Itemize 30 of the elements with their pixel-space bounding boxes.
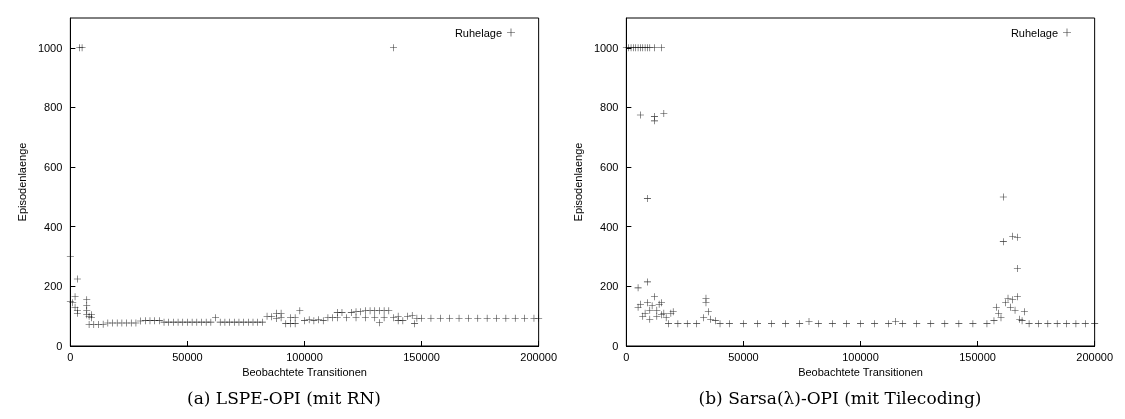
y-tick-label: 1000	[593, 41, 619, 54]
x-tick-label: 50000	[172, 350, 203, 363]
y-tick-label: 0	[56, 340, 63, 352]
y-tick-label: 600	[44, 161, 63, 174]
y-tick-label: 200	[600, 280, 619, 293]
x-tick-label: 200000	[1076, 350, 1114, 363]
y-tick-label: 800	[600, 101, 619, 114]
text: (b) Sarsa(λ)-OPI (mit Tilecoding)	[698, 387, 982, 408]
legend-label: Ruhelage	[454, 26, 502, 39]
x-axis-title: Beobachtete Transitionen	[242, 366, 367, 379]
x-tick-label: 0	[67, 350, 74, 363]
text: (a) LSPE-OPI (mit RN)	[187, 387, 381, 408]
x-tick-label: 50000	[728, 350, 759, 363]
y-tick-label: 600	[600, 161, 619, 174]
y-tick-label: 800	[44, 101, 63, 114]
x-tick-label: 200000	[520, 350, 558, 363]
y-tick-label: 200	[44, 280, 63, 293]
y-axis-title: Episodenlaenge	[15, 142, 28, 222]
x-tick-label: 150000	[403, 350, 440, 363]
x-tick-label: 100000	[842, 350, 879, 363]
x-axis-title: Beobachtete Transitionen	[798, 366, 923, 379]
x-tick-label: 0	[623, 350, 630, 363]
legend-label: Ruhelage	[1010, 26, 1058, 39]
y-tick-label: 0	[612, 340, 619, 352]
y-tick-label: 400	[600, 220, 619, 233]
y-axis-title: Episodenlaenge	[571, 142, 584, 222]
x-tick-label: 150000	[959, 350, 996, 363]
x-tick-label: 100000	[286, 350, 323, 363]
y-tick-label: 1000	[37, 41, 63, 54]
y-tick-label: 400	[44, 220, 63, 233]
